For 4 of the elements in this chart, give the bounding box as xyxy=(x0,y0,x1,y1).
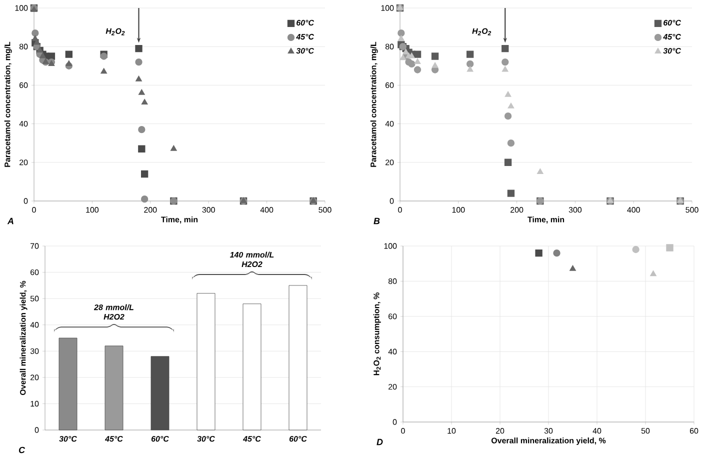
text: C xyxy=(18,446,26,454)
text: A xyxy=(7,218,14,224)
text: D xyxy=(376,438,383,446)
text: B xyxy=(374,218,380,224)
